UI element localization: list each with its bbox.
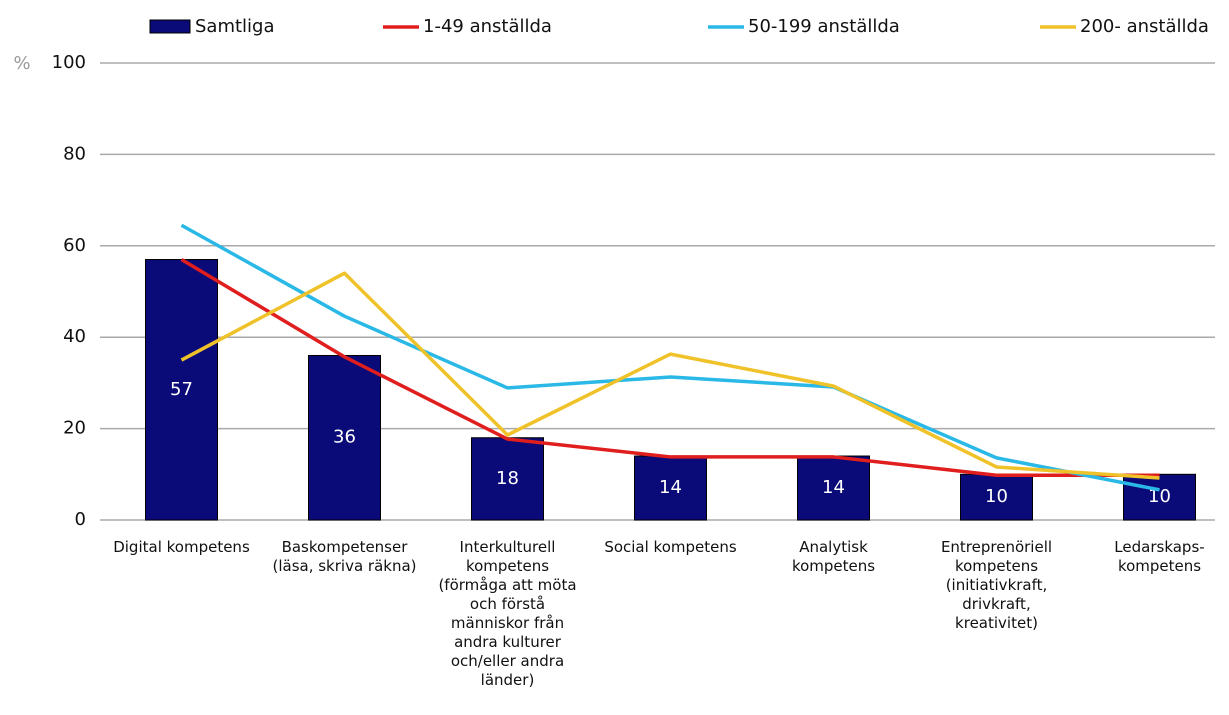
x-tick-label: Entreprenöriell kompetens (initiativkraf… xyxy=(940,538,1053,632)
legend-label: Samtliga xyxy=(195,16,275,37)
y-tick-label: 80 xyxy=(63,143,86,164)
x-tick-label: Social kompetens xyxy=(604,538,737,556)
data-label: 18 xyxy=(496,468,519,489)
y-tick-label: 40 xyxy=(63,326,86,347)
bar xyxy=(145,259,218,521)
bar xyxy=(797,455,870,521)
legend-label: 1-49 anställda xyxy=(423,16,552,37)
y-axis-label: % xyxy=(13,53,30,74)
bar xyxy=(960,473,1033,521)
line xyxy=(180,223,1160,492)
data-label: 36 xyxy=(333,427,356,448)
legend-label: 200- anställda xyxy=(1080,16,1209,37)
data-label: 57 xyxy=(170,379,193,400)
data-label: 14 xyxy=(659,477,682,498)
x-tick-label: Analytisk kompetens xyxy=(791,538,876,575)
data-label: 10 xyxy=(985,486,1008,507)
x-tick-label: Ledarskaps-kompetens xyxy=(1114,538,1205,575)
line xyxy=(180,258,1160,477)
y-tick-label: 100 xyxy=(52,52,86,73)
y-tick-label: 20 xyxy=(63,418,86,439)
x-tick-label: Baskompetenser (läsa, skriva räkna) xyxy=(272,538,417,575)
y-tick-label: 0 xyxy=(75,509,86,530)
legend-swatch xyxy=(149,19,191,34)
line xyxy=(180,271,1160,480)
bar xyxy=(634,455,707,521)
x-tick-label: Interkulturell kompetens (förmåga att mö… xyxy=(438,538,577,689)
x-tick-label: Digital kompetens xyxy=(113,538,250,556)
bar xyxy=(471,437,544,521)
data-label: 14 xyxy=(822,477,845,498)
data-label: 10 xyxy=(1148,486,1171,507)
legend-label: 50-199 anställda xyxy=(748,16,900,37)
y-tick-label: 60 xyxy=(63,235,86,256)
